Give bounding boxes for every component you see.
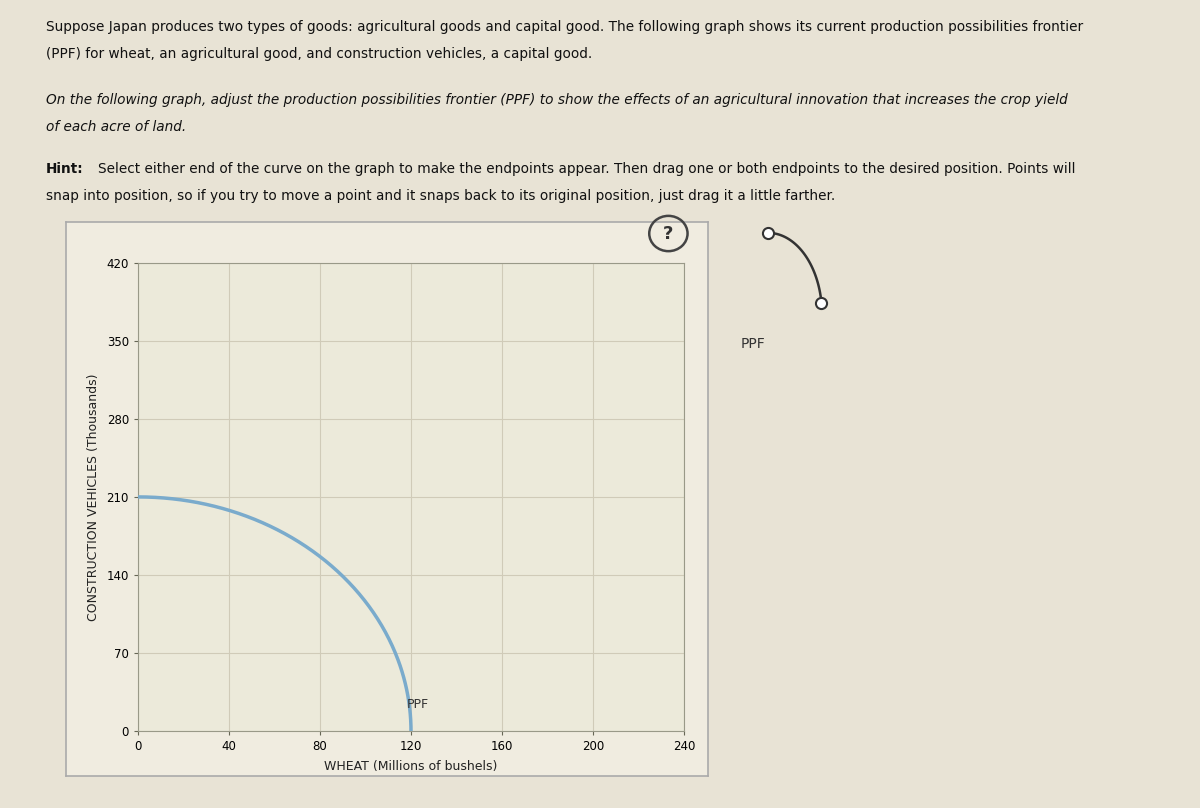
X-axis label: WHEAT (Millions of bushels): WHEAT (Millions of bushels) [324,760,498,773]
Text: PPF: PPF [740,337,766,351]
Text: Hint:: Hint: [46,162,83,175]
Text: Select either end of the curve on the graph to make the endpoints appear. Then d: Select either end of the curve on the gr… [98,162,1076,175]
Text: ?: ? [664,225,673,243]
Text: (PPF) for wheat, an agricultural good, and construction vehicles, a capital good: (PPF) for wheat, an agricultural good, a… [46,47,592,61]
Text: of each acre of land.: of each acre of land. [46,120,186,133]
Text: Suppose Japan produces two types of goods: agricultural goods and capital good. : Suppose Japan produces two types of good… [46,20,1082,34]
Text: snap into position, so if you try to move a point and it snaps back to its origi: snap into position, so if you try to mov… [46,189,835,203]
Text: On the following graph, adjust the production possibilities frontier (PPF) to sh: On the following graph, adjust the produ… [46,93,1067,107]
Text: PPF: PPF [407,698,428,711]
Y-axis label: CONSTRUCTION VEHICLES (Thousands): CONSTRUCTION VEHICLES (Thousands) [86,373,100,621]
